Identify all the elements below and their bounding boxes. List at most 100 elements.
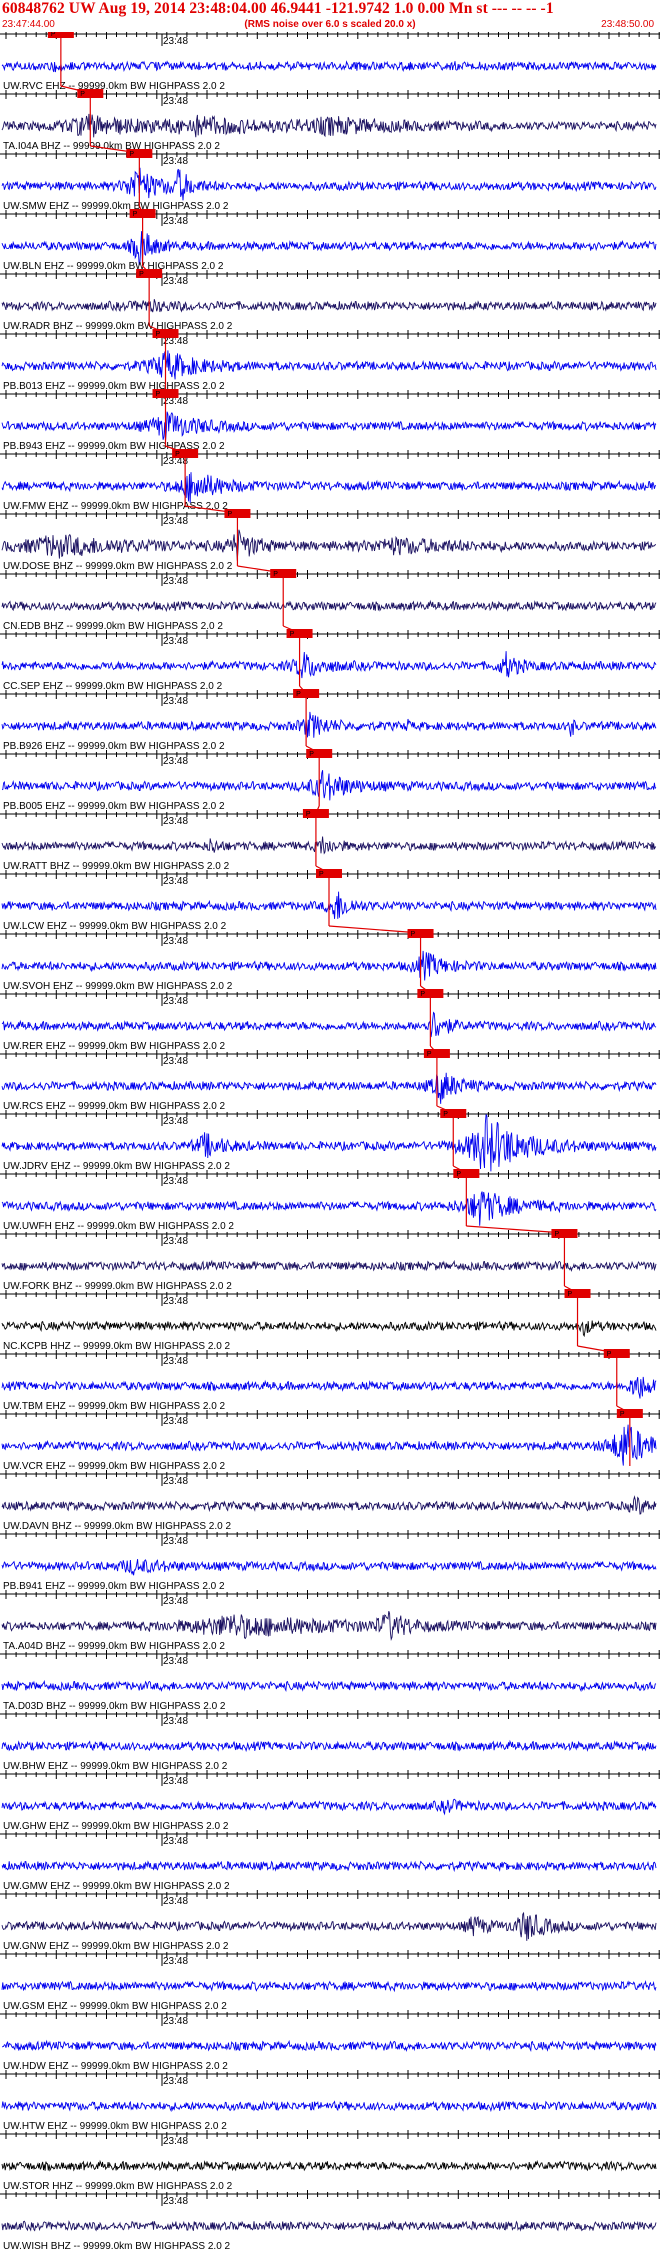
waveform (1, 231, 657, 266)
time-ticks (5, 2070, 660, 2079)
trace-row: 23:48 UW.SMW EHZ -- 99999.0km BW HIGHPASS… (0, 145, 660, 212)
station-label: PB.B013 EHZ -- 99999.0km BW HIGHPASS 2.0… (3, 381, 225, 392)
station-label: CN.EDB BHZ -- 99999.0km BW HIGHPASS 2.0 … (3, 621, 223, 632)
event-title: 60848762 UW Aug 19, 2014 23:48:04.00 46.… (2, 0, 554, 17)
pick-label: P (51, 32, 56, 38)
waveform (1, 472, 656, 504)
pick-marker (129, 209, 156, 218)
pick-marker (152, 389, 179, 398)
waveform (1, 113, 657, 138)
station-label: UW.SMW EHZ -- 99999.0km BW HIGHPASS 2.0 … (3, 201, 229, 212)
time-label: 23:48 (163, 396, 188, 407)
trace-row: 23:48 UW.VCR EHZ -- 99999.0km BW HIGHPASS… (0, 1405, 660, 1472)
pick-label: P (443, 1111, 448, 1118)
trace-row: 23:48 UW.UWFH EHZ -- 99999.0km BW HIGHPAS… (0, 1165, 660, 1232)
waveform (1, 1259, 657, 1272)
time-ticks (5, 1410, 660, 1419)
pick-label: P (290, 631, 295, 638)
trace-row: 23:48 UW.TBM EHZ -- 99999.0km BW HIGHPASS… (0, 1345, 660, 1412)
pick-marker (453, 1169, 480, 1178)
time-label: 23:48 (163, 96, 188, 107)
pick-label: P (456, 1171, 461, 1178)
station-label: TA.D03D BHZ -- 99999.0km BW HIGHPASS 2.0… (3, 1701, 226, 1712)
station-label: UW.UWFH EHZ -- 99999.0km BW HIGHPASS 2.0… (3, 1221, 234, 1232)
time-label: 23:48 (163, 1296, 188, 1307)
time-label: 23:48 (163, 1656, 188, 1667)
station-label: UW.FORK BHZ -- 99999.0km BW HIGHPASS 2.0… (3, 1281, 232, 1292)
pick-label: P (80, 91, 85, 98)
pick-label: P (156, 331, 161, 338)
time-label: 23:48 (163, 1236, 188, 1247)
waveform (1, 529, 656, 561)
station-label: UW.BLN EHZ -- 99999.0km BW HIGHPASS 2.0 … (3, 261, 224, 272)
station-label: UW.RADR BHZ -- 99999.0km BW HIGHPASS 2.0… (3, 321, 233, 332)
time-ticks (5, 1230, 660, 1239)
pick-marker (417, 989, 444, 998)
waveform (1, 950, 657, 981)
time-label: 23:48 (163, 576, 188, 587)
trace-row: 23:48 UW.GHW EHZ -- 99999.0km BW HIGHPASS… (0, 1770, 660, 1832)
waveform (1, 1911, 657, 1941)
waveform (1, 2039, 657, 2053)
station-label: PB.B941 EHZ -- 99999.0km BW HIGHPASS 2.0… (3, 1581, 225, 1592)
time-label: 23:48 (163, 1956, 188, 1967)
trace-row: 23:48 PB.B013 EHZ -- 99999.0km BW HIGHPAS… (0, 325, 660, 392)
time-ticks (5, 2190, 660, 2199)
trace-row: 23:48 UW.RADR BHZ -- 99999.0km BW HIGHPAS… (0, 265, 660, 332)
time-ticks (5, 1470, 660, 1479)
trace-row: 23:48 NC.KCPB HHZ -- 99999.0km BW HIGHPAS… (0, 1285, 660, 1352)
pick-label: P (175, 451, 180, 458)
time-ticks (5, 990, 660, 999)
pick-connector (328, 925, 421, 934)
waveform (1, 1495, 657, 1515)
time-label: 23:48 (163, 516, 188, 527)
waveform (1, 599, 657, 613)
waveform (1, 167, 657, 201)
trace-row: 23:48 UW.HDW EHZ -- 99999.0km BW HIGHPASS… (0, 2010, 660, 2072)
trace-row: 23:48 UW.STOR HHZ -- 99999.0km BW HIGHPAS… (0, 2130, 660, 2192)
pick-marker (551, 1229, 578, 1238)
pick-label: P (420, 991, 425, 998)
trace-row: 23:48 CN.EDB BHZ -- 99999.0km BW HIGHPASS… (0, 565, 660, 632)
time-label: 23:48 (163, 2016, 188, 2027)
trace-row: 23:48 UW.GSM EHZ -- 99999.0km BW HIGHPASS… (0, 1950, 660, 2012)
time-ticks (5, 930, 660, 939)
station-label: UW.BHW EHZ -- 99999.0km BW HIGHPASS 2.0 … (3, 1761, 228, 1772)
station-label: UW.TBM EHZ -- 99999.0km BW HIGHPASS 2.0 … (3, 1401, 226, 1412)
time-label: 23:48 (163, 696, 188, 707)
time-label: 23:48 (163, 996, 188, 1007)
time-ticks (5, 390, 660, 399)
trace-row: 23:48 UW.RCS EHZ -- 99999.0km BW HIGHPASS… (0, 1045, 660, 1112)
pick-label: P (554, 1231, 559, 1238)
pick-marker (152, 329, 179, 338)
pick-label: P (411, 931, 416, 938)
station-label: UW.GMW EHZ -- 99999.0km BW HIGHPASS 2.0 … (3, 1881, 230, 1892)
time-label: 23:48 (163, 2076, 188, 2087)
time-label: 23:48 (163, 1596, 188, 1607)
pick-label: P (620, 1411, 625, 1418)
station-label: UW.FMW EHZ -- 99999.0km BW HIGHPASS 2.0 … (3, 501, 228, 512)
waveform (1, 770, 657, 801)
time-label: 23:48 (163, 876, 188, 887)
pick-marker (302, 809, 329, 818)
station-label: UW.DOSE BHZ -- 99999.0km BW HIGHPASS 2.0… (3, 561, 233, 572)
waveform (1, 836, 657, 855)
pick-marker (564, 1289, 591, 1298)
pick-label: P (607, 1351, 612, 1358)
time-label: 23:48 (163, 816, 188, 827)
pick-label: P (156, 391, 161, 398)
pick-marker (603, 1349, 630, 1358)
trace-row: 23:48 UW.RVC EHZ -- 99999.0km BW HIGHPASS… (0, 32, 660, 92)
trace-row: 23:48 TA.I04A BHZ -- 99999.0km BW HIGHPAS… (0, 85, 660, 152)
time-label: 23:48 (163, 1056, 188, 1067)
time-ticks (5, 2010, 660, 2019)
station-label: UW.GNW EHZ -- 99999.0km BW HIGHPASS 2.0 … (3, 1941, 229, 1952)
station-label: UW.RVC EHZ -- 99999.0km BW HIGHPASS 2.0 … (3, 81, 225, 92)
pick-marker (616, 1409, 643, 1418)
trace-row: 23:48 UW.GMW EHZ -- 99999.0km BW HIGHPASS… (0, 1830, 660, 1892)
trace-row: 23:48 PB.B941 EHZ -- 99999.0km BW HIGHPAS… (0, 1530, 660, 1592)
pick-label: P (319, 871, 324, 878)
time-label: 23:48 (163, 1416, 188, 1427)
pick-marker (136, 269, 163, 278)
time-label: 23:48 (163, 216, 188, 227)
